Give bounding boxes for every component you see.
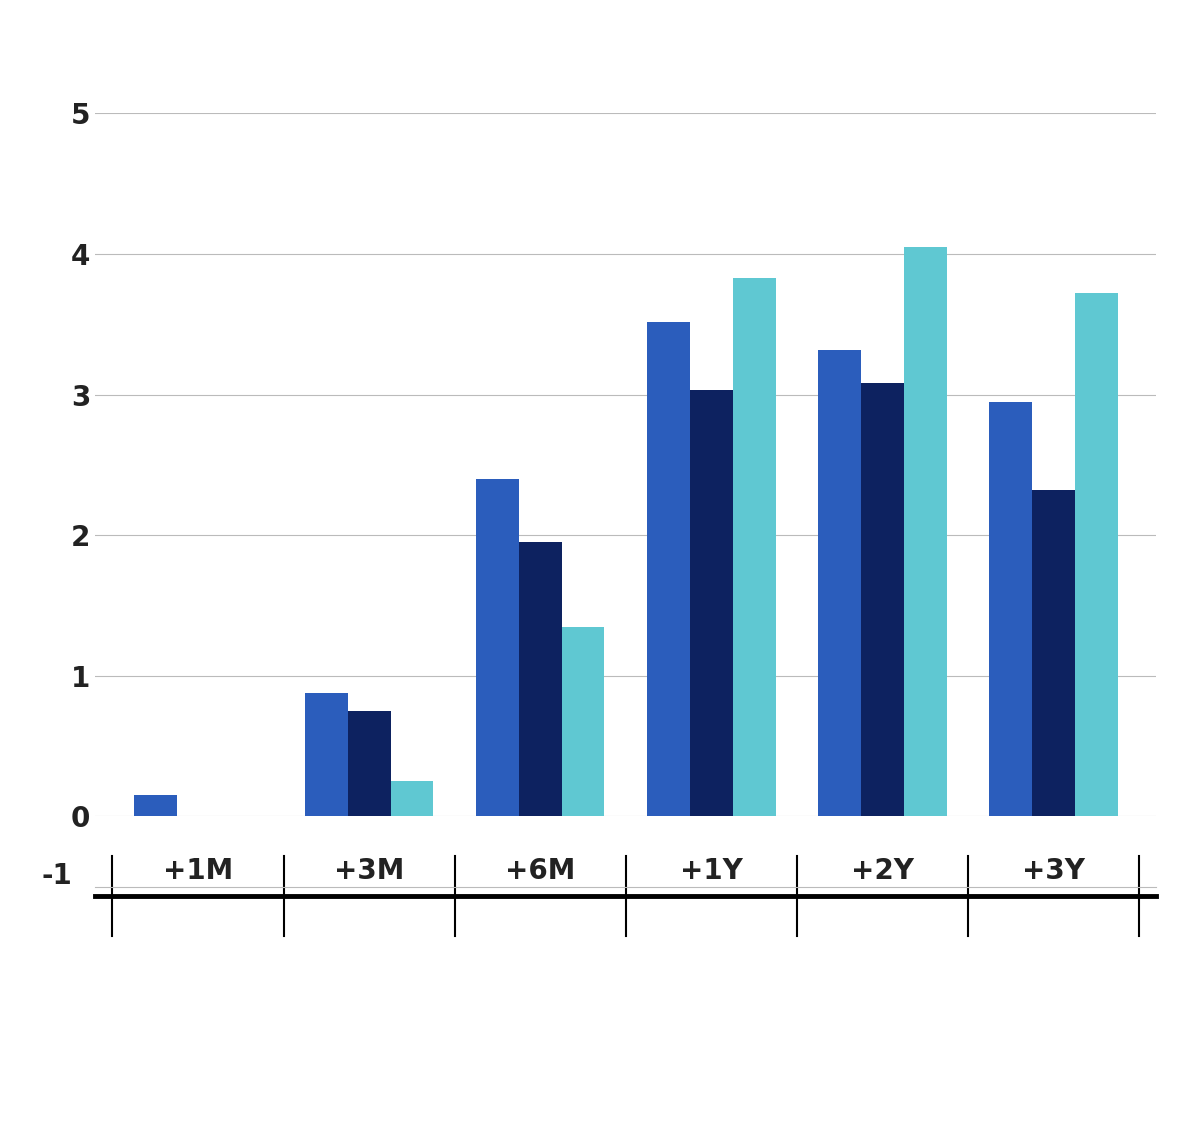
Bar (1075, 294, 1118, 816)
Bar (690, 390, 733, 816)
Bar (1032, 490, 1075, 816)
Bar (818, 349, 861, 816)
Bar (476, 479, 519, 816)
Bar (733, 278, 776, 816)
Bar (861, 383, 904, 816)
Bar (176, 816, 219, 827)
Bar (305, 693, 348, 816)
Text: -1: -1 (42, 862, 73, 890)
Bar (989, 401, 1032, 816)
Bar (391, 781, 434, 816)
Bar (904, 247, 946, 816)
Bar (519, 542, 561, 816)
Bar (647, 322, 690, 816)
Bar (134, 795, 176, 816)
Bar (348, 711, 391, 816)
Bar (561, 627, 604, 816)
